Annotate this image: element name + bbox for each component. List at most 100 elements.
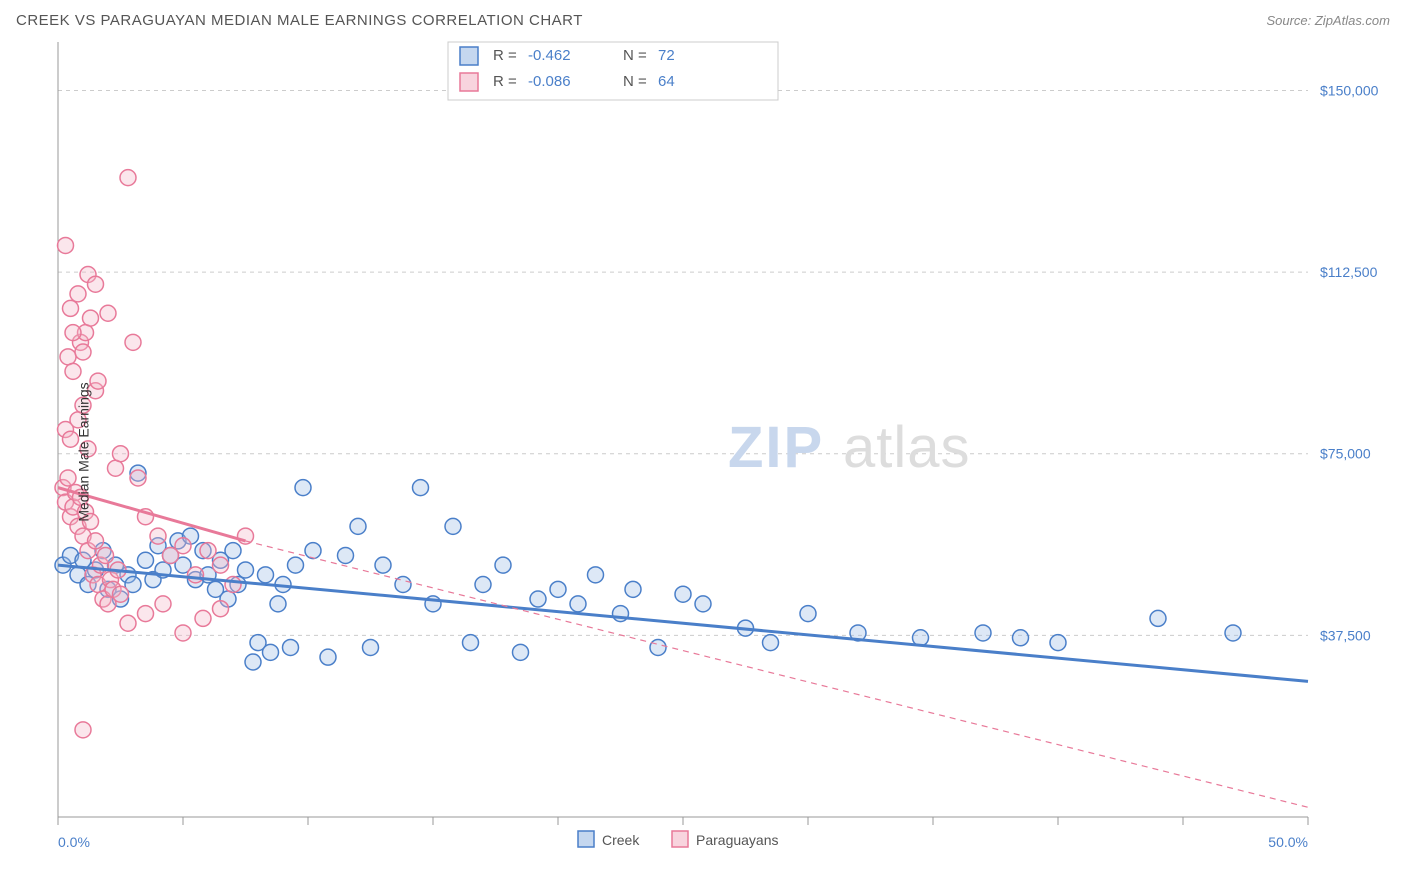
data-point [800, 606, 816, 622]
legend-r-label: R = [493, 47, 517, 64]
data-point [65, 363, 81, 379]
data-point [70, 286, 86, 302]
data-point [113, 446, 129, 462]
legend-r-value: -0.086 [528, 73, 571, 90]
data-point [200, 543, 216, 559]
y-tick-label: $37,500 [1320, 627, 1371, 643]
data-point [445, 518, 461, 534]
y-axis-label: Median Male Earnings [76, 382, 92, 521]
data-point [175, 625, 191, 641]
data-point [213, 557, 229, 573]
legend-swatch [578, 831, 594, 847]
data-point [113, 586, 129, 602]
data-point [63, 300, 79, 316]
data-point [75, 722, 91, 738]
data-point [155, 596, 171, 612]
data-point [513, 644, 529, 660]
legend-swatch [460, 73, 478, 91]
legend-r-value: -0.462 [528, 47, 571, 64]
data-point [65, 325, 81, 341]
y-tick-label: $112,500 [1320, 264, 1378, 280]
data-point [675, 586, 691, 602]
data-point [138, 606, 154, 622]
data-point [225, 577, 241, 593]
y-tick-label: $75,000 [1320, 446, 1371, 462]
data-point [125, 334, 141, 350]
data-point [188, 567, 204, 583]
data-point [350, 518, 366, 534]
data-point [130, 470, 146, 486]
data-point [695, 596, 711, 612]
data-point [138, 552, 154, 568]
data-point [88, 533, 104, 549]
data-point [90, 373, 106, 389]
data-point [150, 528, 166, 544]
data-point [58, 237, 74, 253]
data-point [305, 543, 321, 559]
data-point [270, 596, 286, 612]
chart-container: Median Male Earnings $37,500 $75,000 $112,… [8, 37, 1398, 867]
legend-swatch [672, 831, 688, 847]
data-point [60, 470, 76, 486]
data-point [413, 480, 429, 496]
legend-n-label: N = [623, 47, 647, 64]
legend-r-label: R = [493, 73, 517, 90]
data-point [75, 344, 91, 360]
data-point [363, 639, 379, 655]
source-label: Source: [1266, 13, 1314, 28]
data-point [83, 310, 99, 326]
x-max-label: 50.0% [1268, 834, 1308, 850]
data-point [550, 581, 566, 597]
legend-swatch [460, 47, 478, 65]
data-point [975, 625, 991, 641]
data-point [475, 577, 491, 593]
legend-n-value: 64 [658, 73, 675, 90]
data-point [258, 567, 274, 583]
data-point [288, 557, 304, 573]
data-point [1013, 630, 1029, 646]
legend-series-label: Creek [602, 832, 640, 848]
chart-header: CREEK VS PARAGUAYAN MEDIAN MALE EARNINGS… [8, 8, 1398, 37]
data-point [195, 610, 211, 626]
data-point [375, 557, 391, 573]
data-point [588, 567, 604, 583]
data-point [88, 276, 104, 292]
data-point [530, 591, 546, 607]
watermark-atlas: atlas [843, 415, 971, 480]
data-point [238, 562, 254, 578]
data-point [100, 305, 116, 321]
watermark-zip: ZIP [728, 415, 824, 480]
data-point [495, 557, 511, 573]
data-point [245, 654, 261, 670]
data-point [320, 649, 336, 665]
data-point [295, 480, 311, 496]
x-min-label: 0.0% [58, 834, 90, 850]
data-point [225, 543, 241, 559]
data-point [1225, 625, 1241, 641]
legend-n-value: 72 [658, 47, 675, 64]
data-point [60, 349, 76, 365]
data-point [1150, 610, 1166, 626]
data-point [263, 644, 279, 660]
data-point [238, 528, 254, 544]
data-point [98, 547, 114, 563]
scatter-chart: $37,500 $75,000 $112,500 $150,000 0.0% 50.0% Z… [8, 37, 1398, 867]
data-point [120, 615, 136, 631]
data-point [175, 538, 191, 554]
data-point [763, 635, 779, 651]
data-point [283, 639, 299, 655]
chart-title: CREEK VS PARAGUAYAN MEDIAN MALE EARNINGS… [16, 12, 583, 29]
y-tick-label: $150,000 [1320, 82, 1379, 98]
legend-n-label: N = [623, 73, 647, 90]
data-point [463, 635, 479, 651]
data-point [1050, 635, 1066, 651]
legend-series-label: Paraguayans [696, 832, 779, 848]
data-point [120, 170, 136, 186]
source-value: ZipAtlas.com [1315, 13, 1390, 28]
data-point [338, 547, 354, 563]
data-point [108, 460, 124, 476]
data-point [625, 581, 641, 597]
data-point [650, 639, 666, 655]
data-point [570, 596, 586, 612]
source-attribution: Source: ZipAtlas.com [1266, 13, 1390, 28]
